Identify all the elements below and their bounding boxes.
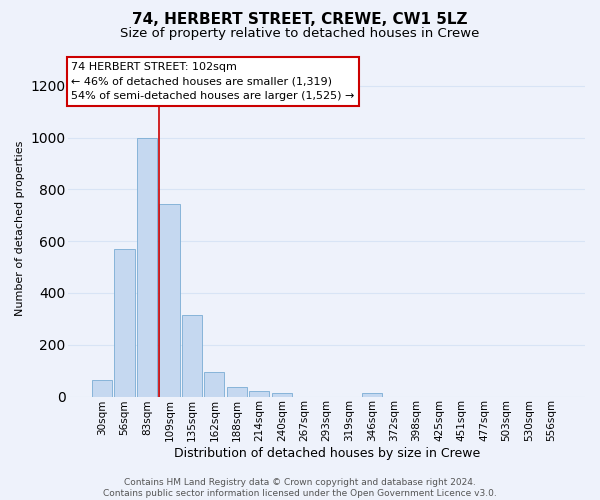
Bar — [137, 138, 157, 396]
Bar — [362, 392, 382, 396]
Bar — [182, 315, 202, 396]
Y-axis label: Number of detached properties: Number of detached properties — [15, 140, 25, 316]
Bar — [227, 386, 247, 396]
Text: 74 HERBERT STREET: 102sqm
← 46% of detached houses are smaller (1,319)
54% of se: 74 HERBERT STREET: 102sqm ← 46% of detac… — [71, 62, 355, 102]
Bar — [204, 372, 224, 396]
Text: 74, HERBERT STREET, CREWE, CW1 5LZ: 74, HERBERT STREET, CREWE, CW1 5LZ — [132, 12, 468, 28]
Bar — [160, 204, 179, 396]
Bar — [115, 249, 134, 396]
Bar — [249, 391, 269, 396]
Text: Contains HM Land Registry data © Crown copyright and database right 2024.
Contai: Contains HM Land Registry data © Crown c… — [103, 478, 497, 498]
Text: Size of property relative to detached houses in Crewe: Size of property relative to detached ho… — [121, 28, 479, 40]
X-axis label: Distribution of detached houses by size in Crewe: Distribution of detached houses by size … — [173, 447, 480, 460]
Bar — [92, 380, 112, 396]
Bar — [272, 392, 292, 396]
